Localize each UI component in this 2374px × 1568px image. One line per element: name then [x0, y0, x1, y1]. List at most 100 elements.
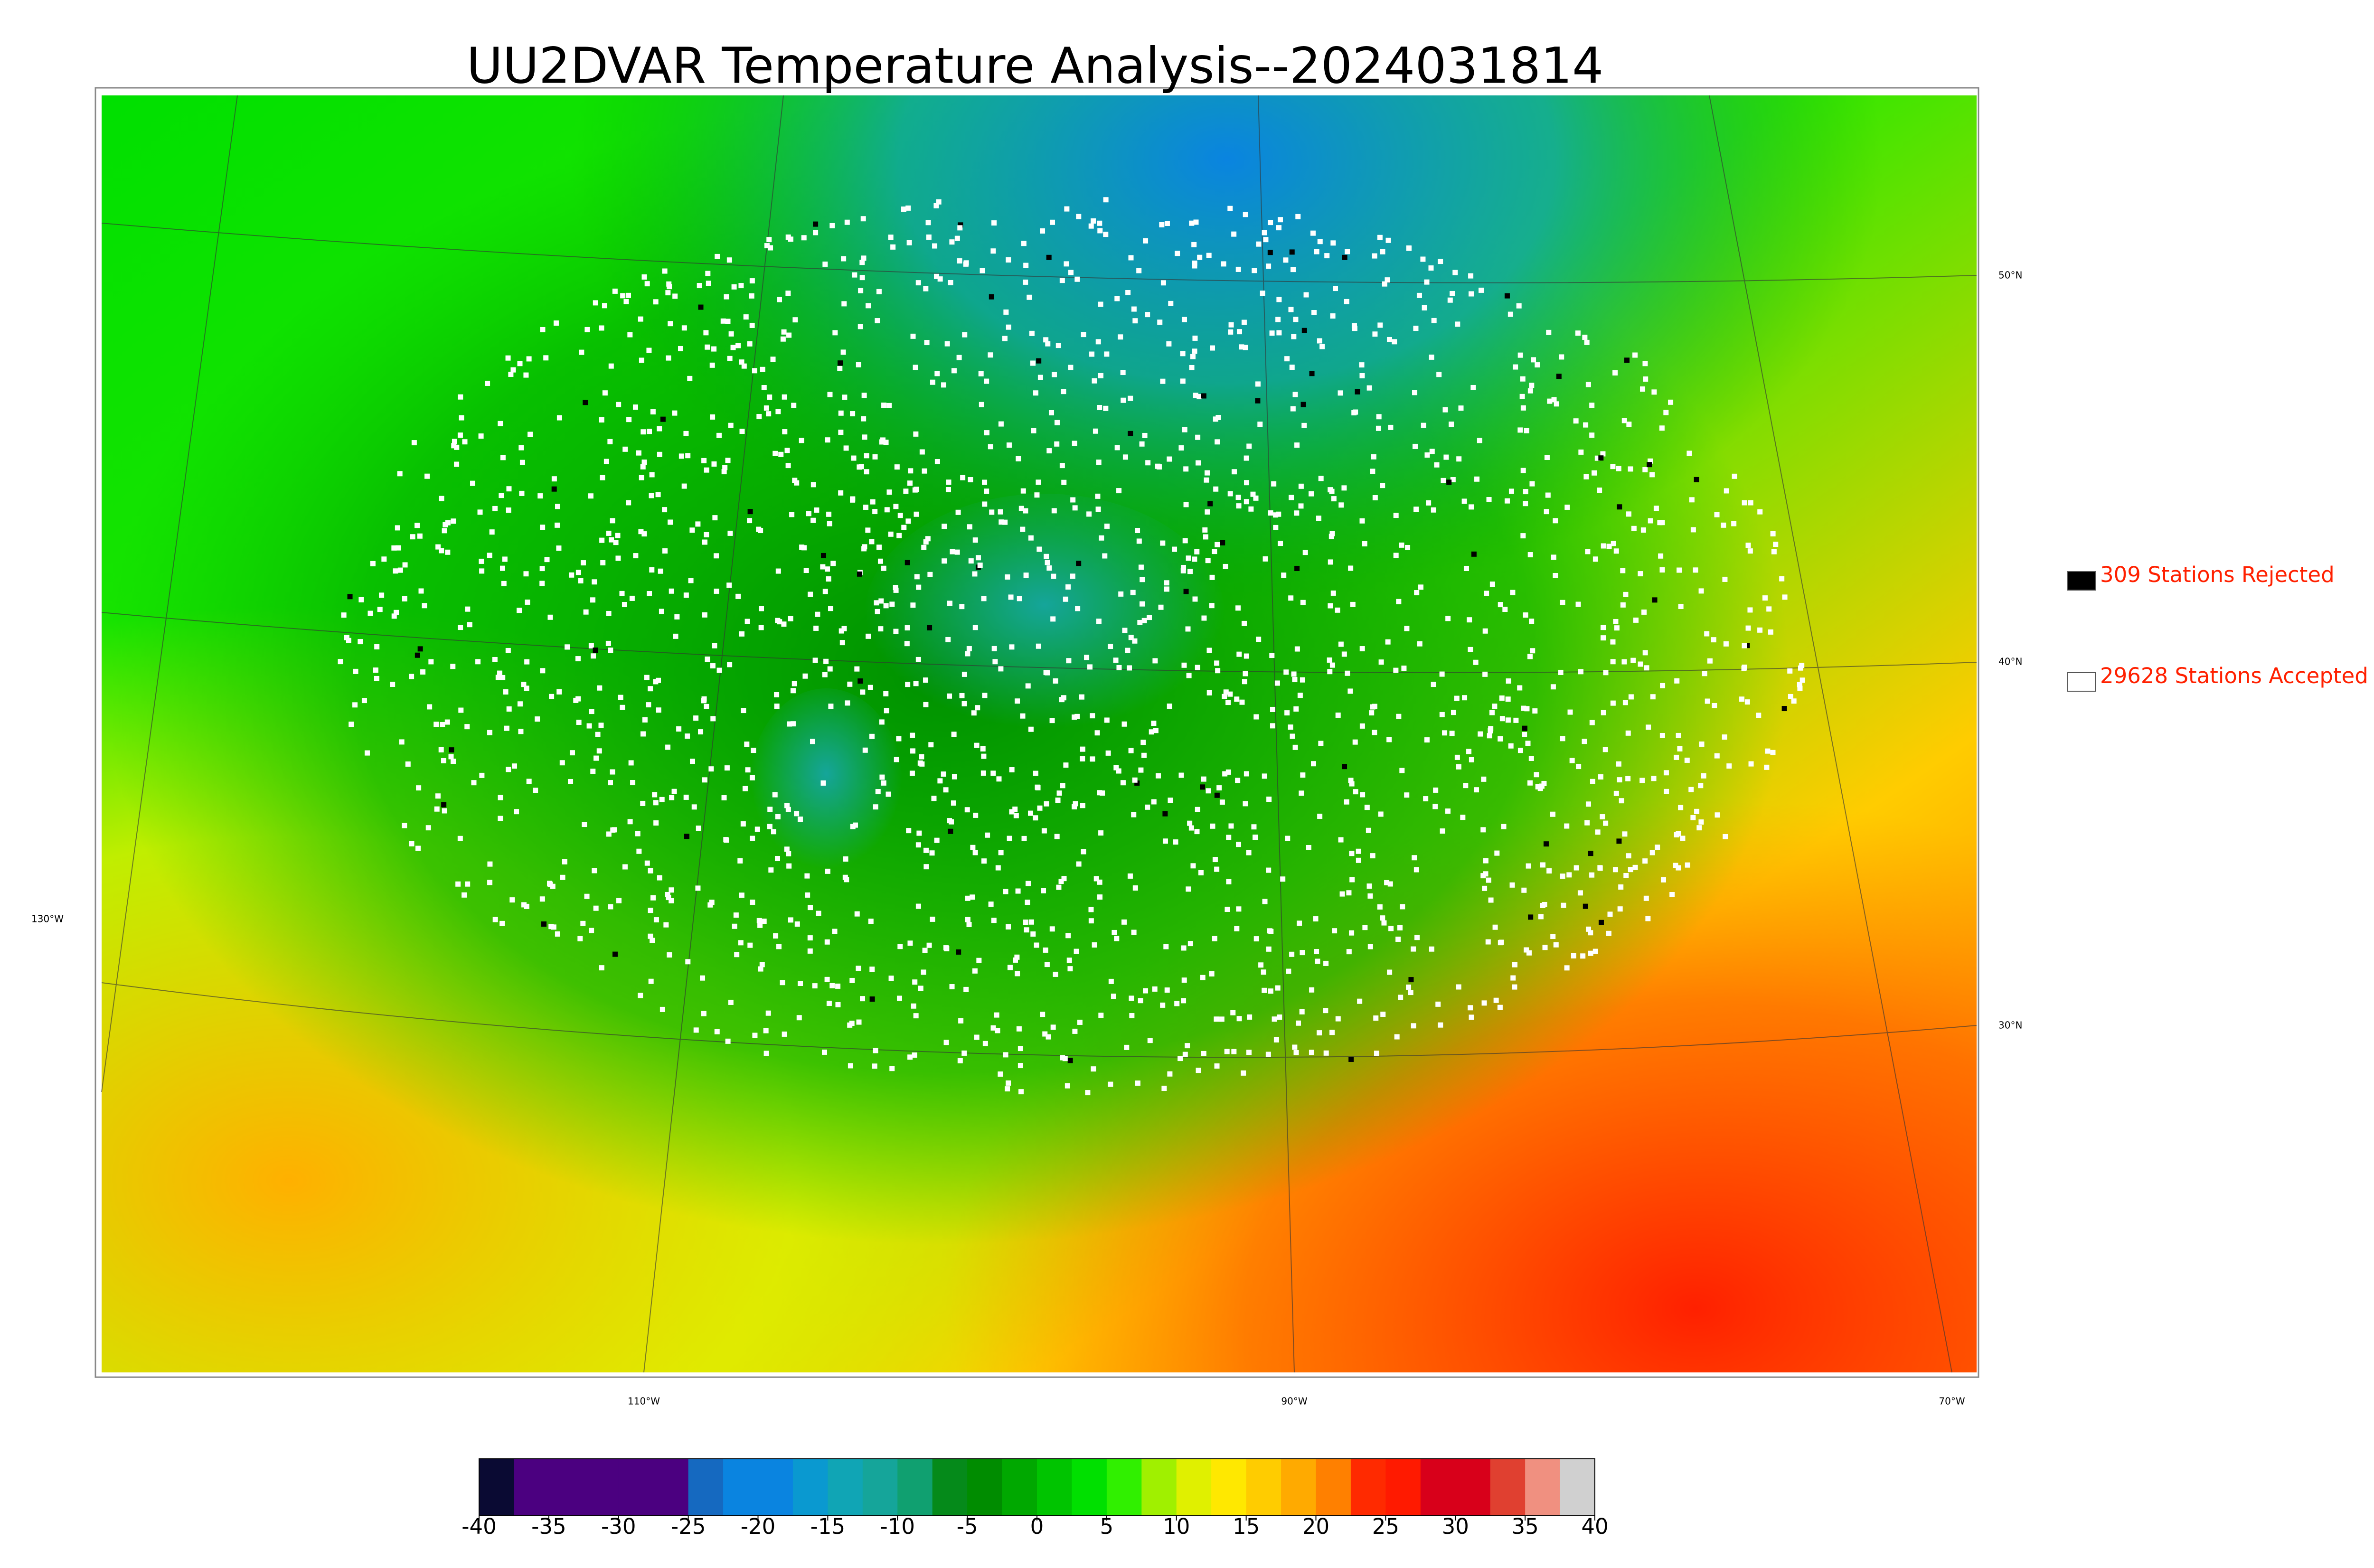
station-dot	[1386, 737, 1392, 742]
station-dot	[1659, 425, 1665, 431]
station-dot	[1424, 452, 1430, 458]
station-dot	[1651, 776, 1657, 781]
station-dot	[894, 757, 899, 762]
station-dot	[1253, 835, 1258, 840]
station-dot	[1655, 845, 1660, 850]
station-dot	[1527, 654, 1533, 659]
station-dot	[1705, 698, 1710, 704]
station-dot	[1469, 1014, 1474, 1020]
station-dot	[1399, 542, 1404, 548]
station-dot	[922, 948, 928, 953]
station-dot	[789, 512, 795, 517]
station-dot	[889, 1066, 895, 1071]
station-dot	[1151, 721, 1157, 726]
station-dot	[1091, 218, 1096, 224]
station-dot	[1102, 553, 1108, 559]
station-dot	[928, 742, 934, 748]
station-dot	[1210, 823, 1215, 829]
station-dot	[1479, 287, 1484, 293]
station-dot	[526, 356, 532, 362]
station-dot	[1560, 600, 1565, 605]
station-dot	[1025, 683, 1031, 689]
station-dot	[537, 493, 543, 499]
station-dot	[1044, 801, 1049, 807]
station-dot	[454, 444, 460, 450]
station-dot	[1567, 709, 1573, 715]
station-dot	[1528, 914, 1534, 920]
station-dot	[725, 1038, 731, 1044]
station-dot	[1155, 773, 1161, 779]
station-dot	[673, 633, 678, 639]
station-dot	[1578, 449, 1584, 455]
station-dot	[774, 692, 780, 698]
station-dot	[1121, 721, 1127, 727]
station-dot	[599, 537, 605, 543]
station-dot	[763, 1051, 769, 1056]
station-dot	[1113, 657, 1119, 663]
station-dot	[1091, 1066, 1096, 1072]
station-dot	[1167, 456, 1172, 462]
station-dot	[1352, 739, 1358, 745]
station-dot	[814, 507, 820, 513]
station-dot	[1626, 511, 1631, 517]
station-dot	[1317, 239, 1323, 244]
station-dot	[1484, 591, 1489, 596]
station-dot	[1580, 953, 1586, 959]
station-dot	[1704, 631, 1710, 637]
station-dot	[884, 507, 890, 513]
station-dot	[1005, 1086, 1010, 1092]
station-dot	[870, 499, 876, 505]
station-dot	[947, 693, 952, 699]
station-dot	[1276, 511, 1281, 517]
station-dot	[1573, 418, 1579, 424]
station-dot	[1089, 351, 1095, 357]
station-dot	[1007, 836, 1012, 841]
station-dot	[499, 565, 505, 571]
station-dot	[1468, 647, 1473, 652]
station-dot	[1204, 470, 1210, 476]
station-dot	[739, 631, 744, 637]
station-dot	[636, 450, 641, 456]
station-dot	[725, 319, 731, 324]
station-dot	[839, 640, 845, 646]
station-dot	[379, 592, 385, 598]
station-dot	[1584, 820, 1590, 826]
station-dot	[934, 837, 940, 843]
station-dot	[1602, 747, 1608, 752]
station-dot	[640, 464, 646, 469]
station-dot	[1417, 641, 1423, 647]
station-dot	[1074, 714, 1080, 719]
station-dot	[701, 458, 707, 463]
station-dot	[822, 261, 828, 267]
station-dot	[586, 723, 592, 729]
station-dot	[458, 394, 463, 400]
station-dot	[562, 859, 567, 864]
station-dot	[1074, 276, 1080, 282]
station-dot	[872, 509, 878, 515]
station-dot	[689, 759, 695, 764]
station-dot	[927, 572, 933, 577]
station-dot	[1622, 700, 1628, 705]
station-dot	[632, 404, 638, 410]
station-dot	[1139, 441, 1145, 447]
station-dot	[1380, 1011, 1386, 1017]
station-dot	[1450, 477, 1456, 482]
station-dot	[1273, 525, 1279, 530]
station-dot	[1385, 277, 1390, 283]
station-dot	[599, 417, 604, 423]
station-dot	[965, 651, 970, 657]
colorbar-segment	[1455, 1459, 1491, 1516]
station-dot	[1300, 950, 1305, 956]
station-dot	[750, 836, 755, 841]
station-dot	[1468, 1005, 1473, 1011]
station-dot	[991, 918, 997, 923]
station-dot	[1597, 488, 1602, 493]
station-dot	[559, 760, 565, 766]
station-dot	[1192, 335, 1198, 341]
station-dot	[1067, 966, 1073, 972]
station-dot	[1185, 1043, 1190, 1049]
station-dot	[735, 343, 741, 348]
station-dot	[959, 604, 965, 610]
station-dot	[934, 371, 940, 376]
station-dot	[1521, 705, 1526, 711]
